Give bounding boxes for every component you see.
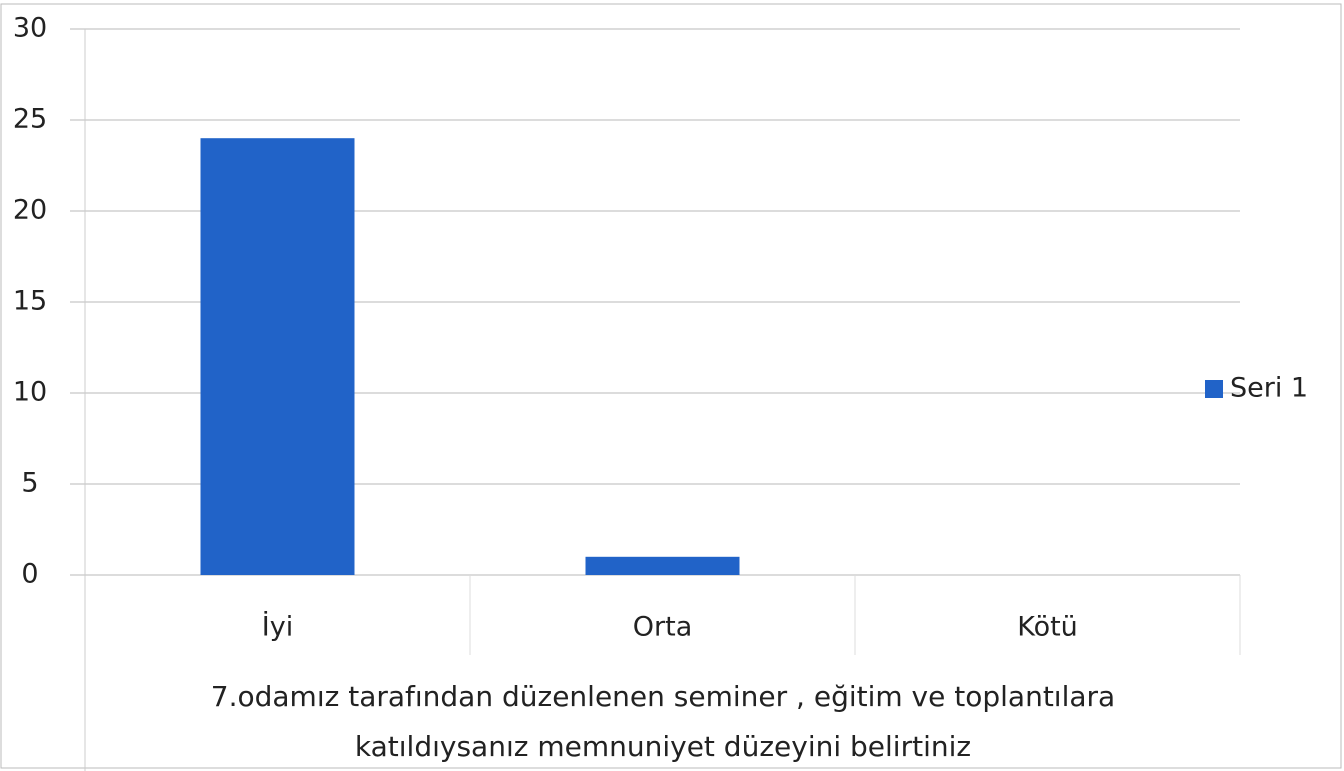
legend-swatch — [1205, 380, 1223, 398]
y-tick-label: 20 — [13, 195, 47, 226]
x-tick-label: İyi — [262, 611, 293, 643]
x-tick-label: Orta — [633, 612, 692, 643]
y-tick-label: 10 — [13, 377, 47, 408]
bar — [200, 138, 355, 575]
bar — [585, 556, 740, 575]
y-tick-label: 25 — [13, 104, 47, 135]
x-axis-title: 7.odamız tarafından düzenlenen seminer ,… — [210, 680, 1116, 763]
y-tick-label: 30 — [13, 13, 47, 44]
x-tick-label: Kötü — [1017, 612, 1078, 643]
y-tick-label: 15 — [13, 286, 47, 317]
legend-label: Seri 1 — [1230, 373, 1308, 404]
y-tick-label: 5 — [21, 468, 38, 499]
y-tick-label: 0 — [21, 559, 38, 590]
chart-frame — [0, 3, 1342, 769]
